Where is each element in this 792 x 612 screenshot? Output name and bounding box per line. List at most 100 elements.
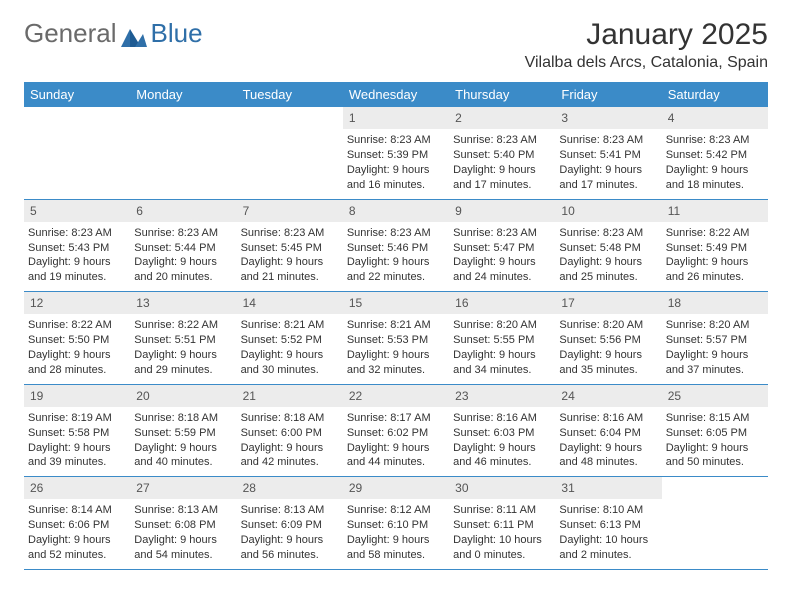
day-number: 17 <box>555 292 661 314</box>
day-number: 26 <box>24 477 130 499</box>
day-number: 27 <box>130 477 236 499</box>
daylight-line-1: Daylight: 9 hours <box>347 533 445 548</box>
day-cell: 26Sunrise: 8:14 AMSunset: 6:06 PMDayligh… <box>24 477 130 569</box>
location-label: Vilalba dels Arcs, Catalonia, Spain <box>525 54 768 72</box>
day-number <box>237 107 343 129</box>
daylight-line-2: and 44 minutes. <box>347 455 445 470</box>
day-cell <box>237 107 343 199</box>
sunrise-line: Sunrise: 8:22 AM <box>134 318 232 333</box>
sunrise-line: Sunrise: 8:23 AM <box>134 226 232 241</box>
daylight-line-1: Daylight: 9 hours <box>453 255 551 270</box>
sunrise-line: Sunrise: 8:18 AM <box>241 411 339 426</box>
day-cell <box>24 107 130 199</box>
sunrise-line: Sunrise: 8:23 AM <box>559 226 657 241</box>
day-details: Sunrise: 8:23 AMSunset: 5:42 PMDaylight:… <box>666 133 764 192</box>
daylight-line-1: Daylight: 9 hours <box>666 163 764 178</box>
day-details: Sunrise: 8:23 AMSunset: 5:47 PMDaylight:… <box>453 226 551 285</box>
day-details: Sunrise: 8:20 AMSunset: 5:57 PMDaylight:… <box>666 318 764 377</box>
sunset-line: Sunset: 5:47 PM <box>453 241 551 256</box>
day-details: Sunrise: 8:17 AMSunset: 6:02 PMDaylight:… <box>347 411 445 470</box>
day-cell: 22Sunrise: 8:17 AMSunset: 6:02 PMDayligh… <box>343 385 449 477</box>
daylight-line-2: and 35 minutes. <box>559 363 657 378</box>
sunset-line: Sunset: 5:43 PM <box>28 241 126 256</box>
day-cell: 19Sunrise: 8:19 AMSunset: 5:58 PMDayligh… <box>24 385 130 477</box>
daylight-line-1: Daylight: 9 hours <box>134 441 232 456</box>
sunset-line: Sunset: 5:41 PM <box>559 148 657 163</box>
sunset-line: Sunset: 5:46 PM <box>347 241 445 256</box>
sunrise-line: Sunrise: 8:23 AM <box>453 133 551 148</box>
day-cell: 3Sunrise: 8:23 AMSunset: 5:41 PMDaylight… <box>555 107 661 199</box>
title-block: January 2025 Vilalba dels Arcs, Cataloni… <box>525 18 768 72</box>
daylight-line-2: and 20 minutes. <box>134 270 232 285</box>
daylight-line-2: and 48 minutes. <box>559 455 657 470</box>
week-row: 1Sunrise: 8:23 AMSunset: 5:39 PMDaylight… <box>24 107 768 200</box>
sunset-line: Sunset: 5:58 PM <box>28 426 126 441</box>
sunset-line: Sunset: 5:56 PM <box>559 333 657 348</box>
daylight-line-1: Daylight: 9 hours <box>134 348 232 363</box>
sunrise-line: Sunrise: 8:20 AM <box>666 318 764 333</box>
day-cell: 8Sunrise: 8:23 AMSunset: 5:46 PMDaylight… <box>343 200 449 292</box>
dow-saturday: Saturday <box>662 82 768 107</box>
daylight-line-2: and 42 minutes. <box>241 455 339 470</box>
sunset-line: Sunset: 6:08 PM <box>134 518 232 533</box>
sunrise-line: Sunrise: 8:20 AM <box>453 318 551 333</box>
day-details: Sunrise: 8:16 AMSunset: 6:04 PMDaylight:… <box>559 411 657 470</box>
daylight-line-1: Daylight: 9 hours <box>28 533 126 548</box>
daylight-line-1: Daylight: 9 hours <box>28 441 126 456</box>
day-cell: 24 Sunrise: 8:16 AMSunset: 6:04 PMDayligh… <box>555 385 661 477</box>
daylight-line-1: Daylight: 9 hours <box>559 163 657 178</box>
day-cell: 5Sunrise: 8:23 AMSunset: 5:43 PMDaylight… <box>24 200 130 292</box>
sunset-line: Sunset: 5:42 PM <box>666 148 764 163</box>
day-cell: 17Sunrise: 8:20 AMSunset: 5:56 PMDayligh… <box>555 292 661 384</box>
sunset-line: Sunset: 5:48 PM <box>559 241 657 256</box>
sunrise-line: Sunrise: 8:22 AM <box>666 226 764 241</box>
daylight-line-1: Daylight: 9 hours <box>347 348 445 363</box>
sunrise-line: Sunrise: 8:16 AM <box>559 411 657 426</box>
daylight-line-2: and 17 minutes. <box>559 178 657 193</box>
sunrise-line: Sunrise: 8:13 AM <box>134 503 232 518</box>
sunrise-line: Sunrise: 8:23 AM <box>28 226 126 241</box>
sunset-line: Sunset: 6:11 PM <box>453 518 551 533</box>
day-number: 2 <box>449 107 555 129</box>
sunrise-line: Sunrise: 8:23 AM <box>241 226 339 241</box>
day-details: Sunrise: 8:22 AMSunset: 5:49 PMDaylight:… <box>666 226 764 285</box>
daylight-line-2: and 22 minutes. <box>347 270 445 285</box>
day-details: Sunrise: 8:20 AMSunset: 5:55 PMDaylight:… <box>453 318 551 377</box>
sunrise-line: Sunrise: 8:22 AM <box>28 318 126 333</box>
day-cell <box>662 477 768 569</box>
day-number: 12 <box>24 292 130 314</box>
sunrise-line: Sunrise: 8:23 AM <box>666 133 764 148</box>
sunrise-line: Sunrise: 8:21 AM <box>241 318 339 333</box>
day-number: 24 <box>555 385 661 407</box>
sunset-line: Sunset: 6:06 PM <box>28 518 126 533</box>
day-cell <box>130 107 236 199</box>
day-details: Sunrise: 8:11 AMSunset: 6:11 PMDaylight:… <box>453 503 551 562</box>
week-row: 26Sunrise: 8:14 AMSunset: 6:06 PMDayligh… <box>24 477 768 570</box>
day-cell: 14Sunrise: 8:21 AMSunset: 5:52 PMDayligh… <box>237 292 343 384</box>
day-cell: 4Sunrise: 8:23 AMSunset: 5:42 PMDaylight… <box>662 107 768 199</box>
daylight-line-1: Daylight: 9 hours <box>347 255 445 270</box>
day-number: 20 <box>130 385 236 407</box>
day-number: 14 <box>237 292 343 314</box>
sunrise-line: Sunrise: 8:12 AM <box>347 503 445 518</box>
day-number <box>24 107 130 129</box>
sunset-line: Sunset: 5:45 PM <box>241 241 339 256</box>
day-number: 31 <box>555 477 661 499</box>
daylight-line-2: and 2 minutes. <box>559 548 657 563</box>
daylight-line-2: and 50 minutes. <box>666 455 764 470</box>
day-details: Sunrise: 8:23 AMSunset: 5:43 PMDaylight:… <box>28 226 126 285</box>
day-number: 18 <box>662 292 768 314</box>
sunrise-line: Sunrise: 8:10 AM <box>559 503 657 518</box>
sunset-line: Sunset: 5:50 PM <box>28 333 126 348</box>
daylight-line-1: Daylight: 9 hours <box>134 255 232 270</box>
day-cell: 13Sunrise: 8:22 AMSunset: 5:51 PMDayligh… <box>130 292 236 384</box>
daylight-line-1: Daylight: 9 hours <box>28 255 126 270</box>
day-details: Sunrise: 8:23 AMSunset: 5:41 PMDaylight:… <box>559 133 657 192</box>
sunset-line: Sunset: 5:55 PM <box>453 333 551 348</box>
day-number: 28 <box>237 477 343 499</box>
day-number: 11 <box>662 200 768 222</box>
daylight-line-1: Daylight: 9 hours <box>347 441 445 456</box>
dow-sunday: Sunday <box>24 82 130 107</box>
day-details: Sunrise: 8:16 AMSunset: 6:03 PMDaylight:… <box>453 411 551 470</box>
day-number: 21 <box>237 385 343 407</box>
